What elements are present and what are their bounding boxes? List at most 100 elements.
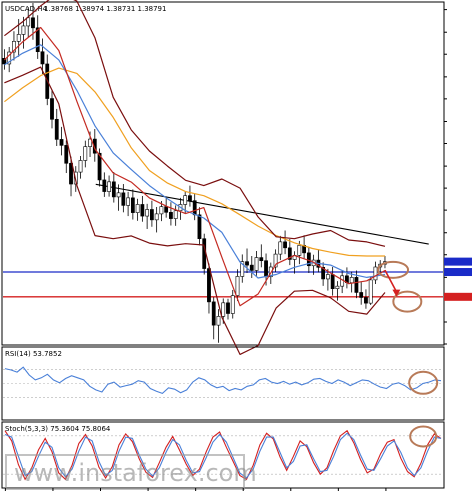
candle-bull xyxy=(83,146,88,161)
rsi-series-line xyxy=(4,366,442,395)
candle-bull xyxy=(335,285,340,289)
stoch-grid xyxy=(3,435,443,475)
ma-red-line xyxy=(3,26,386,307)
indicator-lines xyxy=(3,0,386,355)
candle-bear xyxy=(169,212,173,219)
candle-bull xyxy=(297,245,302,256)
candle-bear xyxy=(330,274,335,289)
candle-bear xyxy=(321,267,326,280)
candle-bull xyxy=(126,197,131,206)
candle-bear xyxy=(283,241,287,249)
candle-bull xyxy=(173,210,178,219)
candle-bull xyxy=(88,138,92,147)
candle-bull xyxy=(145,209,150,217)
rsi-panel: RSI(14) 53.7852 xyxy=(1,346,445,421)
candle-bear xyxy=(192,200,197,216)
bollinger-upper-line xyxy=(4,0,386,247)
rsi-grid xyxy=(3,368,443,399)
candle-bear xyxy=(31,17,35,29)
candle-bear xyxy=(149,209,154,221)
candle-bear xyxy=(354,277,359,293)
arrow-down-head xyxy=(392,289,401,297)
candle-bull xyxy=(216,316,221,326)
candle-bull xyxy=(183,195,188,205)
candle-bull xyxy=(16,34,21,42)
candle-bull xyxy=(107,181,111,192)
candle-bear xyxy=(102,179,107,192)
candle-bull xyxy=(78,160,83,173)
candle-bull xyxy=(12,41,16,53)
price-label-box xyxy=(444,257,472,266)
rsi-panel-frame xyxy=(1,346,445,421)
candle-bull xyxy=(240,261,245,277)
candles xyxy=(2,3,387,343)
ema-orange-line xyxy=(4,67,385,257)
stoch-annotation xyxy=(409,425,438,448)
candle-bull xyxy=(325,274,330,280)
candle-bear xyxy=(359,292,364,298)
candle-bull xyxy=(254,257,259,271)
candle-bear xyxy=(121,192,126,206)
candle-bull xyxy=(221,302,226,317)
candle-bear xyxy=(164,206,169,213)
candle-bear xyxy=(259,257,264,262)
symbol-label: USDCAD,H4 xyxy=(5,5,48,13)
ellipse-price xyxy=(377,260,410,279)
ellipse-rsi xyxy=(408,370,439,395)
candle-bull xyxy=(368,279,373,304)
candle-bull xyxy=(273,253,278,268)
candle-bull xyxy=(373,266,378,281)
candle-bear xyxy=(35,27,40,53)
watermark-frame xyxy=(5,454,245,490)
resistance-trendline xyxy=(95,183,429,245)
candle-bull xyxy=(235,276,240,296)
rsi-line xyxy=(4,366,442,395)
rsi-annotation xyxy=(408,370,439,395)
candle-bull xyxy=(116,192,121,198)
candle-bear xyxy=(140,204,145,217)
price-panel: USDCAD,H4 1.38768 1.38974 1.38731 1.3879… xyxy=(1,0,472,355)
candle-bull xyxy=(135,204,140,213)
watermark: www.instaforex.com xyxy=(5,454,257,490)
candle-bear xyxy=(54,118,59,140)
arrow-down-shaft xyxy=(384,269,398,293)
candle-bear xyxy=(245,261,249,266)
candle-bull xyxy=(278,241,283,255)
candle-bull xyxy=(21,25,26,35)
ellipse-target xyxy=(392,290,423,313)
annotations xyxy=(377,260,423,313)
stoch-label: Stoch(5,3,3) 75.3604 75.8064 xyxy=(5,425,111,433)
rsi-label: RSI(14) 53.7852 xyxy=(5,350,62,358)
candle-bear xyxy=(69,162,73,185)
candle-bear xyxy=(197,214,202,240)
candle-bear xyxy=(40,51,45,65)
candle-bear xyxy=(211,301,216,326)
candle-bear xyxy=(130,197,135,213)
candle-bear xyxy=(50,98,54,120)
ellipse-stoch xyxy=(409,425,438,448)
candle-bear xyxy=(226,302,230,314)
candle-bull xyxy=(154,213,159,221)
bollinger-lower-line xyxy=(4,66,386,355)
price-axis xyxy=(444,9,472,345)
candle-bear xyxy=(264,260,268,278)
candle-bear xyxy=(97,152,102,181)
candle-bear xyxy=(92,138,97,154)
candle-bear xyxy=(287,247,292,260)
candle-bull xyxy=(159,206,164,215)
price-label-box xyxy=(444,268,472,277)
candle-bear xyxy=(59,139,64,146)
stoch-main-line xyxy=(4,429,442,481)
candle-bear xyxy=(188,195,192,201)
candle-bull xyxy=(349,277,354,284)
time-axis xyxy=(4,488,387,491)
ohlc-readout: 1.38768 1.38974 1.38731 1.38791 xyxy=(44,5,166,13)
candle-bear xyxy=(364,297,368,304)
price-label-box xyxy=(444,292,472,301)
candle-bear xyxy=(64,145,69,164)
price-panel-frame xyxy=(1,1,445,346)
candle-bear xyxy=(249,264,254,271)
watermark-text: www.instaforex.com xyxy=(14,459,257,487)
